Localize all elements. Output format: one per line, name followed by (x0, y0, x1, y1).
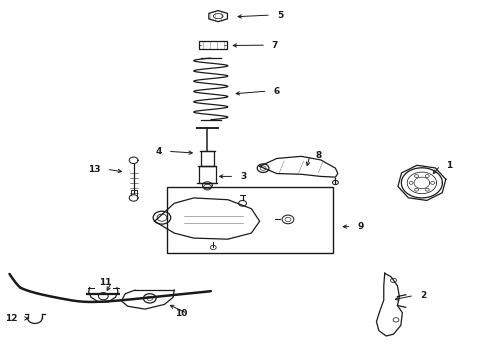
Text: 6: 6 (273, 86, 280, 95)
Text: 10: 10 (175, 309, 188, 318)
Text: 4: 4 (155, 147, 162, 156)
Text: 7: 7 (272, 41, 278, 50)
Text: 1: 1 (446, 161, 453, 170)
Text: 9: 9 (357, 222, 364, 231)
Bar (167, 187, 333, 253)
Bar (199, 166, 216, 183)
Text: 13: 13 (88, 165, 101, 174)
Bar (201, 151, 214, 166)
Text: 5: 5 (277, 10, 283, 19)
Bar (198, 41, 227, 49)
Text: 2: 2 (420, 291, 426, 300)
Text: 11: 11 (99, 278, 112, 287)
Text: 8: 8 (316, 151, 322, 160)
Text: 3: 3 (240, 172, 246, 181)
Text: 12: 12 (5, 314, 18, 323)
